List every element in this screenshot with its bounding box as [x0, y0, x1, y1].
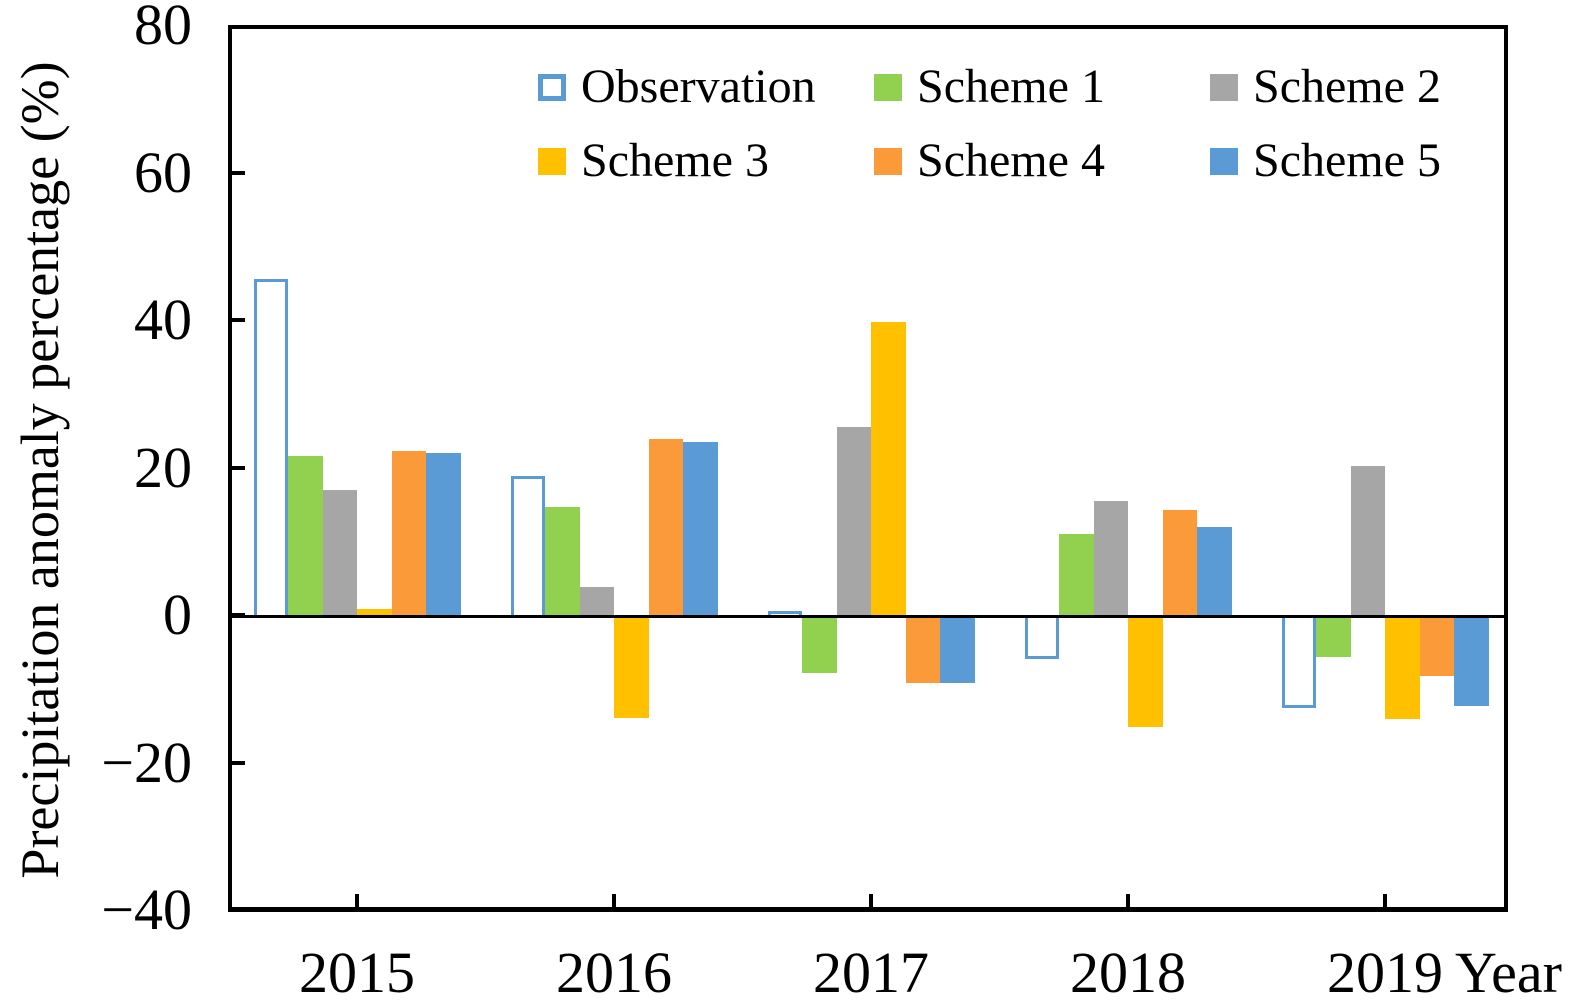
- x-tick-2019: [1383, 894, 1387, 907]
- bar-scheme-5-2019: [1454, 615, 1489, 706]
- legend-swatch-scheme-4: [874, 147, 902, 175]
- bar-scheme-3-2018: [1128, 615, 1163, 728]
- plot-area: [228, 25, 1508, 912]
- bar-scheme-3-2017: [871, 322, 906, 618]
- bar-scheme-5-2018: [1197, 526, 1232, 618]
- bar-scheme-4-2019: [1419, 615, 1454, 676]
- legend-swatch-scheme-1: [874, 73, 902, 101]
- plot-inner: [232, 29, 1504, 907]
- bar-scheme-2-2017: [836, 426, 871, 618]
- x-axis-title: Year: [1455, 940, 1562, 1005]
- legend-swatch-scheme-3: [538, 147, 566, 175]
- bar-scheme-4-2016: [648, 439, 683, 618]
- bar-scheme-1-2015: [288, 456, 323, 618]
- bar-observation-2016: [510, 476, 545, 618]
- legend-item-scheme-5: Scheme 5: [1210, 134, 1441, 187]
- legend-item-scheme-2: Scheme 2: [1210, 60, 1441, 113]
- bar-scheme-1-2019: [1316, 615, 1351, 658]
- y-tick-60: [232, 170, 245, 175]
- bar-scheme-5-2015: [426, 452, 461, 618]
- x-tick-label-2015: 2015: [299, 940, 415, 1005]
- x-tick-label-2017: 2017: [813, 940, 929, 1005]
- bar-scheme-5-2016: [683, 441, 718, 618]
- legend-label-scheme-5: Scheme 5: [1253, 134, 1441, 187]
- y-tick-0: [232, 613, 245, 617]
- bar-scheme-2-2015: [322, 489, 357, 618]
- bar-observation-2018: [1024, 615, 1059, 659]
- y-tick-label--40: −40: [101, 877, 192, 942]
- legend-item-scheme-4: Scheme 4: [874, 134, 1105, 187]
- bar-scheme-2-2018: [1093, 500, 1128, 618]
- legend-item-scheme-1: Scheme 1: [874, 60, 1105, 113]
- bar-observation-2015: [253, 279, 288, 618]
- legend-label-scheme-2: Scheme 2: [1253, 60, 1441, 113]
- x-tick-label-2018: 2018: [1070, 940, 1186, 1005]
- bar-scheme-4-2015: [391, 450, 426, 618]
- x-tick-2016: [612, 894, 616, 907]
- x-tick-label-2016: 2016: [556, 940, 672, 1005]
- bar-scheme-2-2019: [1350, 466, 1385, 618]
- bar-scheme-3-2016: [614, 615, 649, 718]
- legend-swatch-observation: [538, 73, 566, 101]
- y-tick-label-0: 0: [163, 582, 192, 647]
- bar-observation-2019: [1281, 615, 1316, 708]
- legend-label-scheme-1: Scheme 1: [917, 60, 1105, 113]
- zero-line: [232, 615, 1504, 618]
- y-tick-label-40: 40: [134, 287, 192, 352]
- x-tick-2018: [1126, 894, 1130, 907]
- x-tick-2015: [355, 894, 359, 907]
- bar-scheme-3-2019: [1385, 615, 1420, 720]
- x-tick-label-2019: 2019: [1327, 940, 1443, 1005]
- y-tick-label-80: 80: [134, 0, 192, 57]
- legend-label-observation: Observation: [581, 60, 816, 113]
- legend-item-observation: Observation: [538, 60, 816, 113]
- y-tick-40: [232, 318, 245, 322]
- bar-scheme-1-2016: [545, 506, 580, 618]
- bar-scheme-4-2017: [905, 615, 940, 683]
- bar-scheme-1-2018: [1059, 533, 1094, 618]
- bar-scheme-1-2017: [802, 615, 837, 673]
- legend-swatch-scheme-2: [1210, 73, 1238, 101]
- y-tick-label-60: 60: [134, 139, 192, 205]
- y-tick-20: [232, 465, 245, 470]
- y-tick-label--20: −20: [101, 729, 192, 795]
- x-tick-2017: [869, 894, 873, 907]
- bar-scheme-4-2018: [1162, 510, 1197, 618]
- legend-label-scheme-3: Scheme 3: [581, 134, 769, 187]
- bar-scheme-5-2017: [940, 615, 975, 683]
- legend-label-scheme-4: Scheme 4: [917, 134, 1105, 187]
- y-tick--20: [232, 760, 245, 765]
- y-tick-label-20: 20: [134, 434, 192, 500]
- legend-item-scheme-3: Scheme 3: [538, 134, 769, 187]
- bar-scheme-3-2015: [357, 609, 392, 618]
- legend-swatch-scheme-5: [1210, 147, 1238, 175]
- bar-scheme-2-2016: [579, 586, 614, 618]
